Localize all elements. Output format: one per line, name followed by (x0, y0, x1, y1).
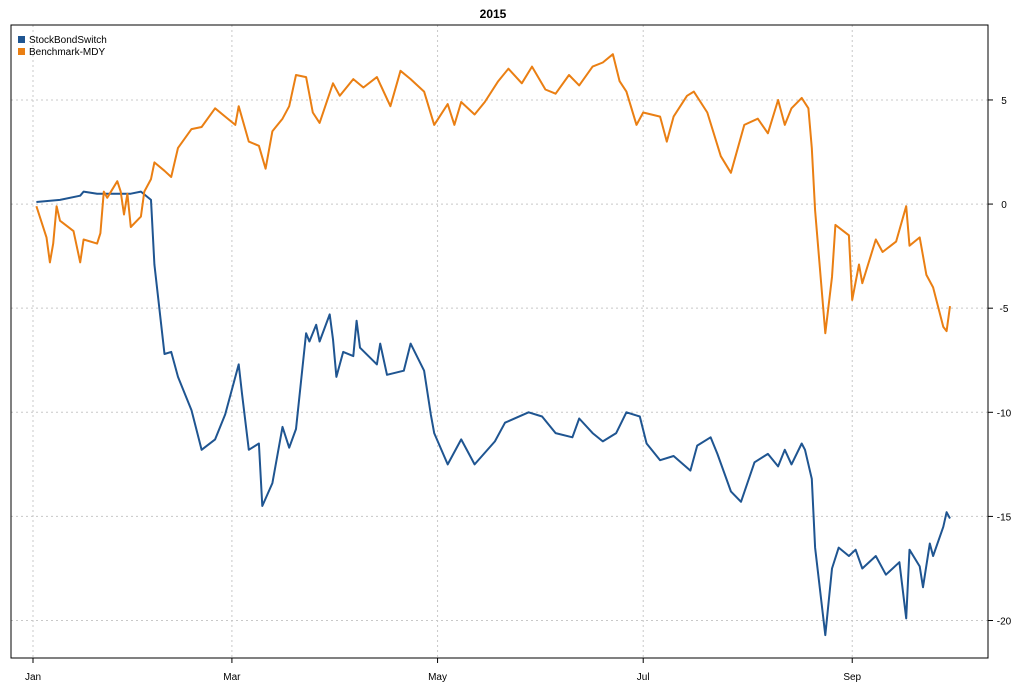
series (35, 53, 951, 637)
y-tick-label: -10 (997, 408, 1012, 419)
x-tick-label: Jul (637, 672, 650, 683)
y-tick-label: -20 (997, 617, 1012, 628)
y-tick-label: -15 (997, 512, 1012, 523)
x-tick-label: May (428, 672, 447, 683)
y-tick-label: 0 (1001, 200, 1007, 211)
legend-swatch-stockbondswitch (18, 36, 25, 43)
legend-swatch-benchmark-mdy (18, 48, 25, 55)
y-tick-label: 5 (1001, 96, 1007, 107)
legend-label-benchmark-mdy: Benchmark-MDY (29, 47, 105, 58)
chart-title: 2015 (480, 7, 507, 21)
axes: Jan Mar May Jul Sep 5 0 -5 -10 -15 -20 (25, 96, 1012, 683)
series-line-benchmark-mdy (35, 53, 951, 335)
x-tick-label: Jan (25, 672, 41, 683)
legend-label-stockbondswitch: StockBondSwitch (29, 35, 107, 46)
legend: StockBondSwitch Benchmark-MDY (18, 35, 107, 58)
grid (11, 25, 988, 658)
x-tick-label: Sep (843, 672, 861, 683)
series-line-stockbondswitch (36, 190, 951, 637)
y-tick-label: -5 (1000, 304, 1009, 315)
plot-frame (10, 24, 989, 659)
x-tick-label: Mar (223, 672, 241, 683)
